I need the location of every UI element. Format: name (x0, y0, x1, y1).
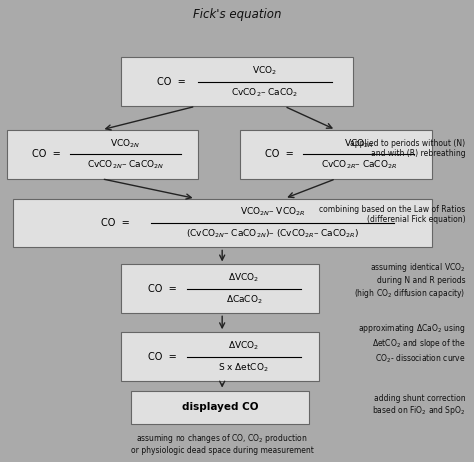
Text: Fick's equation: Fick's equation (193, 7, 281, 21)
Text: ΔCaCO$_2$: ΔCaCO$_2$ (226, 293, 262, 306)
Text: CO  =: CO = (148, 284, 177, 294)
Text: displayed CO: displayed CO (182, 402, 258, 413)
Text: VCO$_2$: VCO$_2$ (252, 65, 277, 77)
Text: CvCO$_2$– CaCO$_2$: CvCO$_2$– CaCO$_2$ (231, 86, 299, 99)
Text: approximating ΔCaO$_2$ using
ΔetCO$_2$ and slope of the
CO$_2$- dissociation cur: approximating ΔCaO$_2$ using ΔetCO$_2$ a… (358, 322, 465, 365)
Text: assuming no changes of CO, CO$_2$ production
or physiologic dead space during me: assuming no changes of CO, CO$_2$ produc… (131, 432, 314, 455)
Text: CvCO$_{2N}$– CaCO$_{2N}$: CvCO$_{2N}$– CaCO$_{2N}$ (87, 159, 164, 171)
FancyBboxPatch shape (7, 130, 199, 179)
Text: CO  =: CO = (32, 149, 60, 159)
Text: assuming identical VCO$_2$
during N and R periods
(high CO$_2$ diffusion capacit: assuming identical VCO$_2$ during N and … (354, 261, 465, 299)
Text: VCO$_{2N}$– VCO$_{2R}$: VCO$_{2N}$– VCO$_{2R}$ (240, 206, 305, 219)
FancyBboxPatch shape (240, 130, 432, 179)
Text: ΔVCO$_2$: ΔVCO$_2$ (228, 340, 259, 352)
FancyBboxPatch shape (131, 390, 309, 425)
Text: S x ΔetCO$_2$: S x ΔetCO$_2$ (219, 361, 269, 374)
Text: CO  =: CO = (101, 218, 130, 228)
FancyBboxPatch shape (121, 57, 353, 106)
Text: CO  =: CO = (157, 77, 186, 87)
Text: ΔVCO$_2$: ΔVCO$_2$ (228, 272, 259, 285)
Text: CvCO$_{2R}$– CaCO$_{2R}$: CvCO$_{2R}$– CaCO$_{2R}$ (321, 159, 397, 171)
FancyBboxPatch shape (121, 264, 319, 313)
Text: adding shunt correction
based on FiO$_2$ and SpO$_2$: adding shunt correction based on FiO$_2$… (372, 394, 465, 418)
Text: (CvCO$_{2N}$– CaCO$_{2N}$)– (CvCO$_{2R}$– CaCO$_{2R}$): (CvCO$_{2N}$– CaCO$_{2N}$)– (CvCO$_{2R}$… (186, 227, 359, 240)
Text: VCO$_{2N}$: VCO$_{2N}$ (110, 137, 141, 150)
Text: applied to periods without (N)
and with (R) rebreathing: applied to periods without (N) and with … (350, 139, 465, 158)
Text: combining based on the Law of Ratios
(differenial Fick equation): combining based on the Law of Ratios (di… (319, 205, 465, 224)
Text: CO  =: CO = (148, 352, 177, 362)
FancyBboxPatch shape (13, 199, 432, 248)
Text: VCO$_{2R}$: VCO$_{2R}$ (344, 137, 374, 150)
Text: CO  =: CO = (265, 149, 294, 159)
FancyBboxPatch shape (121, 332, 319, 381)
